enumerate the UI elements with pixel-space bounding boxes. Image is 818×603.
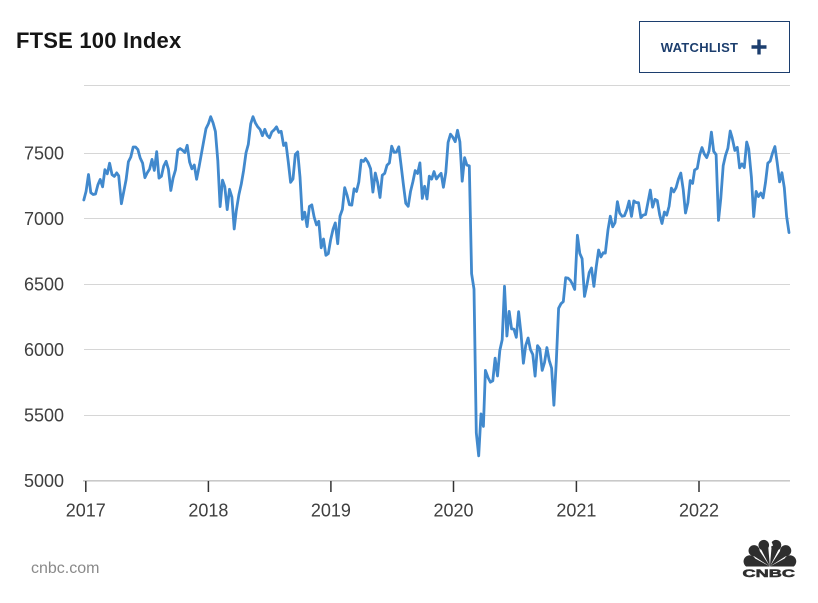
svg-text:2018: 2018 xyxy=(188,501,228,521)
svg-text:CNBC: CNBC xyxy=(743,568,796,580)
svg-text:7000: 7000 xyxy=(24,209,64,229)
svg-text:6000: 6000 xyxy=(24,340,64,360)
svg-text:2017: 2017 xyxy=(66,501,106,521)
svg-text:5500: 5500 xyxy=(24,406,64,426)
svg-text:6500: 6500 xyxy=(24,275,64,295)
svg-text:2019: 2019 xyxy=(311,501,351,521)
svg-text:2020: 2020 xyxy=(433,501,473,521)
svg-text:2021: 2021 xyxy=(556,501,596,521)
svg-text:7500: 7500 xyxy=(24,144,64,164)
svg-text:5000: 5000 xyxy=(24,471,64,491)
svg-text:2022: 2022 xyxy=(679,501,719,521)
